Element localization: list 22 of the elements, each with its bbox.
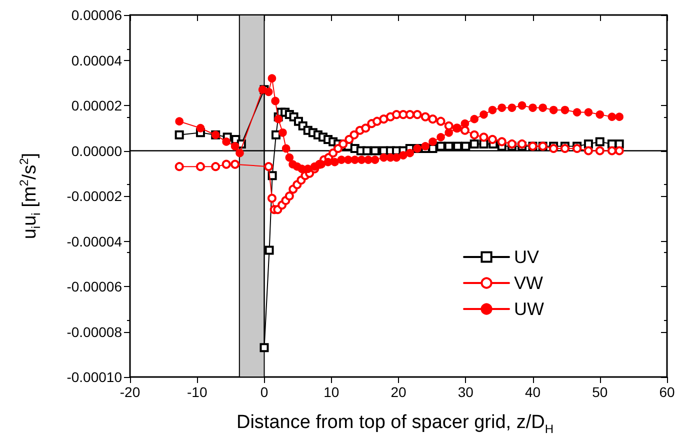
- y-tick-label: -0.00006: [66, 278, 122, 294]
- y-tick-label: 0.00000: [71, 142, 122, 159]
- x-tick-label: 40: [524, 384, 541, 400]
- y-tick-label: -0.00008: [66, 324, 122, 340]
- y-tick-label: 0.00006: [71, 7, 122, 23]
- x-tick-label: 50: [592, 384, 608, 400]
- legend-label: UV: [514, 247, 540, 267]
- legend-label: VW: [514, 273, 544, 293]
- legend-label: UW: [514, 299, 544, 319]
- y-tick-label: -0.00010: [66, 369, 122, 385]
- x-tick-label: 10: [324, 384, 340, 400]
- y-tick-label: 0.00004: [71, 52, 122, 68]
- y-tick-label: 0.00002: [71, 98, 122, 114]
- y-tick-label: -0.00002: [66, 188, 122, 204]
- x-tick-label: 30: [458, 384, 474, 400]
- x-tick-label: 0: [260, 384, 268, 400]
- x-tick-label: 60: [659, 384, 675, 400]
- x-tick-label: -10: [187, 384, 208, 400]
- y-tick-label: -0.00004: [66, 233, 122, 250]
- x-axis-title: Distance from top of spacer grid, z/D$_{H}$: [236, 412, 554, 436]
- x-tick-label: 20: [390, 384, 406, 400]
- x-tick-label: -20: [120, 384, 140, 400]
